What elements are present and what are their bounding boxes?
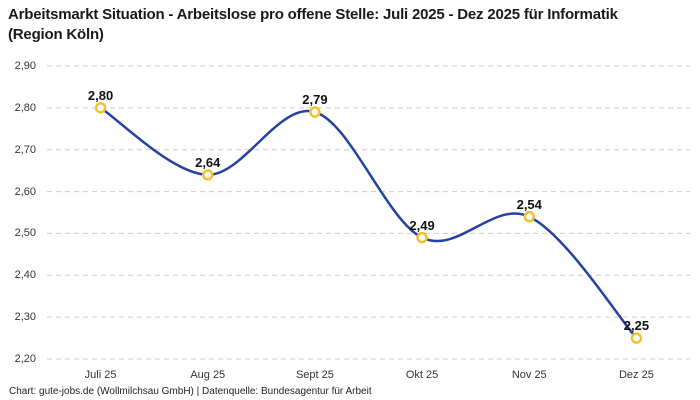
x-axis-category-label: Juli 25 <box>84 369 117 381</box>
x-axis-category-label: Okt 25 <box>405 369 439 381</box>
data-point-label: 2,64 <box>195 154 221 170</box>
data-point-marker[interactable] <box>523 210 535 223</box>
data-point-marker[interactable] <box>94 102 107 114</box>
y-axis-tick-label: 2,30 <box>14 311 36 324</box>
data-point-label: 2,49 <box>409 217 435 233</box>
y-axis-tick-label: 2,20 <box>14 353 36 365</box>
data-point-marker[interactable] <box>309 106 321 118</box>
series-line <box>99 106 638 340</box>
data-point-label: 2,80 <box>87 87 114 103</box>
y-axis-tick-label: 2,90 <box>14 60 36 72</box>
y-axis-tick-label: 2,50 <box>14 227 36 240</box>
x-axis-category-label: Nov 25 <box>511 369 547 381</box>
chart-title: Arbeitsmarkt Situation - Arbeitslose pro… <box>8 6 618 43</box>
x-axis-category-label: Dez 25 <box>618 369 654 381</box>
data-point-marker[interactable] <box>202 169 214 181</box>
data-point-marker[interactable] <box>630 332 643 344</box>
y-axis-tick-label: 2,60 <box>14 185 36 198</box>
data-point-label: 2,25 <box>623 318 650 334</box>
y-axis-tick-label: 2,70 <box>14 143 36 156</box>
x-axis-category-label: Aug 25 <box>190 369 226 381</box>
data-point-marker[interactable] <box>416 231 428 244</box>
y-axis-tick-label: 2,80 <box>14 101 36 114</box>
data-point-label: 2,54 <box>516 196 542 212</box>
y-axis-tick-label: 2,40 <box>14 269 36 282</box>
x-axis-category-label: Sept 25 <box>295 369 334 381</box>
data-point-label: 2,79 <box>302 92 328 108</box>
footer-credit: Chart: gute-jobs.de (Wollmilchsau GmbH) … <box>9 386 372 397</box>
